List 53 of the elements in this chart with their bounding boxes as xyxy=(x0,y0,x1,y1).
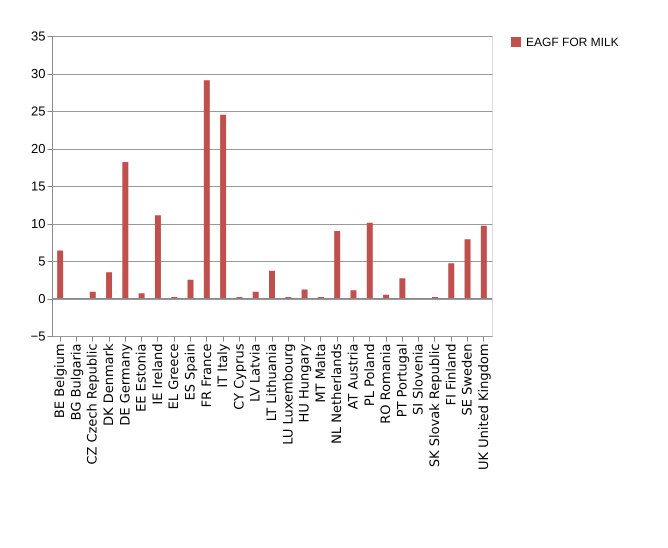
x-tick-label: HU Hungary xyxy=(298,343,313,422)
y-tick-label: 15 xyxy=(31,178,46,194)
x-tick-label: UK United Kingdom xyxy=(476,344,492,470)
bar xyxy=(220,114,226,298)
y-tick-label: 0 xyxy=(38,291,46,306)
y-tick-label: 10 xyxy=(31,216,46,231)
bar xyxy=(480,226,487,298)
x-tick-label: CY Cyprus xyxy=(232,343,248,410)
bar xyxy=(464,239,471,298)
x-tick-label: DK Denmark xyxy=(102,343,118,426)
bar xyxy=(204,80,210,298)
bar xyxy=(122,162,128,298)
x-tick-label: FR France xyxy=(200,344,215,408)
y-tick-label: 25 xyxy=(31,104,46,118)
bar xyxy=(350,290,356,298)
x-tick-label: ES Spain xyxy=(184,344,199,400)
x-tick-label: LV Latvia xyxy=(248,344,264,402)
x-tick-label: PT Portugal xyxy=(395,344,410,418)
x-tick-label: SI Slovenia xyxy=(412,344,427,416)
bar xyxy=(366,222,373,298)
legend-label: EAGF FOR MILK xyxy=(526,35,619,49)
bar xyxy=(399,278,406,298)
y-tick-label: −5 xyxy=(30,328,46,344)
x-tick-label: CZ Czech Republic xyxy=(86,344,101,465)
bar xyxy=(448,263,454,298)
x-tick-label: LT Lithuania xyxy=(265,344,280,422)
bar xyxy=(334,231,340,298)
bar xyxy=(188,280,194,298)
x-tick-label: RO Romania xyxy=(379,344,394,424)
bar xyxy=(302,290,308,298)
x-tick-label: PL Poland xyxy=(362,344,378,406)
y-tick-label: 20 xyxy=(31,141,46,156)
y-tick-label: 35 xyxy=(31,28,46,44)
x-tick-label: SE Sweden xyxy=(460,344,476,416)
x-tick-label: SK Slovak Republic xyxy=(428,344,443,468)
x-tick-label: MT Malta xyxy=(314,344,329,403)
x-tick-label: NL Netherlands xyxy=(330,343,346,444)
x-tick-label: BE Belgium xyxy=(53,344,68,418)
x-tick-label: IE Ireland xyxy=(150,344,166,405)
x-tick-label: EL Greece xyxy=(167,344,182,410)
x-tick-label: LU Luxembourg xyxy=(281,344,296,445)
x-tick-label: FI Finland xyxy=(444,344,460,406)
bar xyxy=(269,270,275,298)
bar xyxy=(106,272,112,298)
y-tick-label: 30 xyxy=(31,66,46,81)
bar xyxy=(154,215,161,298)
x-tick-label: AT Austria xyxy=(346,344,362,410)
x-tick-label: BG Bulgaria xyxy=(69,344,84,420)
y-tick-label: 5 xyxy=(38,254,46,268)
x-tick-label: EE Estonia xyxy=(134,344,150,412)
x-tick-label: DE Germany xyxy=(118,343,134,426)
bar xyxy=(57,250,64,298)
x-tick-label: IT Italy xyxy=(216,343,232,388)
